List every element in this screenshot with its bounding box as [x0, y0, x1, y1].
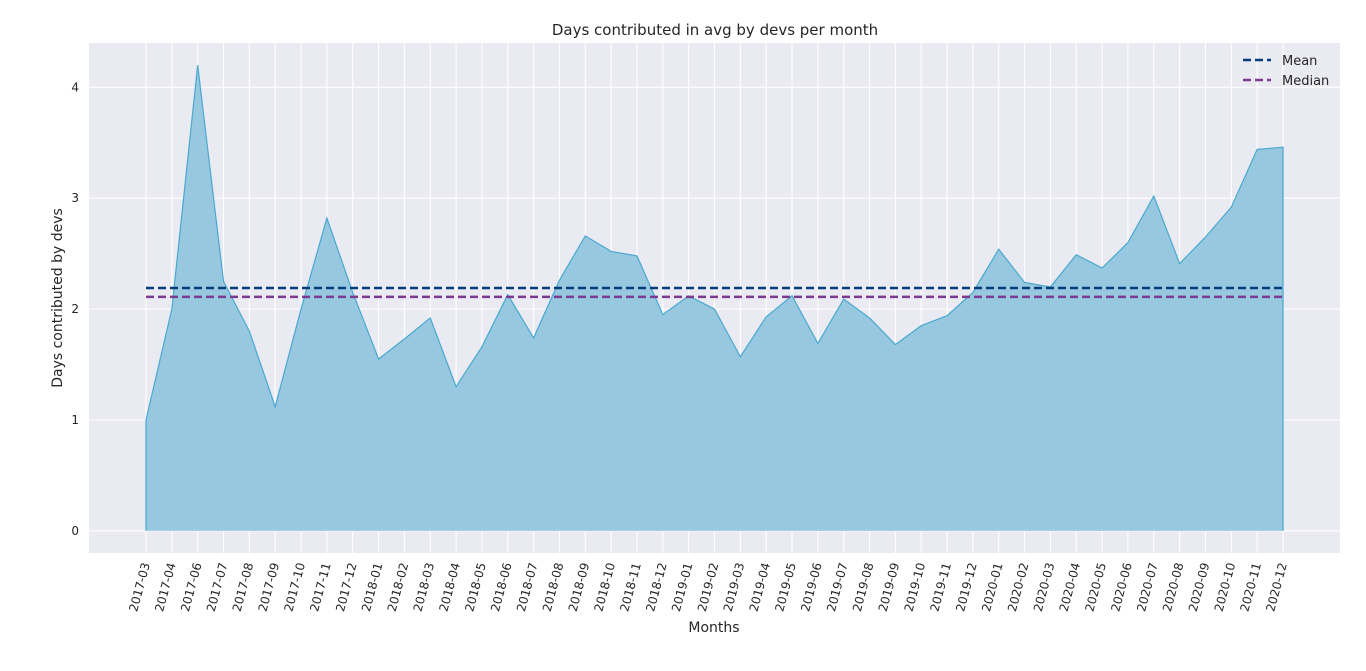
x-tick-label: 2018-11 — [617, 561, 644, 613]
y-tick-label: 0 — [71, 524, 79, 538]
x-tick-label: 2018-05 — [462, 561, 489, 613]
legend: Mean Median — [1243, 54, 1329, 89]
y-tick-label: 2 — [71, 302, 79, 316]
y-tick-label: 3 — [71, 191, 79, 205]
x-tick-label: 2020-08 — [1160, 561, 1187, 613]
x-tick-label: 2020-09 — [1186, 561, 1213, 613]
chart-title: Days contributed in avg by devs per mont… — [552, 21, 878, 39]
x-axis-label: Months — [688, 620, 739, 636]
x-tick-label: 2019-09 — [876, 561, 903, 613]
legend-label-mean: Mean — [1282, 54, 1317, 69]
y-ticks: 0 1 2 3 4 — [71, 80, 79, 537]
x-tick-label: 2020-03 — [1031, 561, 1058, 613]
x-tick-label: 2020-05 — [1083, 561, 1110, 613]
x-tick-label: 2018-08 — [540, 561, 567, 613]
y-axis-label: Days contributed by devs — [50, 208, 66, 388]
x-tick-label: 2019-03 — [721, 561, 748, 613]
x-tick-label: 2020-06 — [1108, 561, 1135, 613]
area-fill — [146, 65, 1283, 531]
x-tick-label: 2019-07 — [824, 561, 851, 613]
x-tick-label: 2020-07 — [1134, 561, 1161, 613]
x-tick-label: 2019-11 — [927, 561, 954, 613]
x-tick-label: 2020-11 — [1238, 561, 1265, 613]
x-tick-label: 2018-06 — [488, 561, 515, 613]
reference-lines — [146, 286, 1283, 299]
y-tick-label: 4 — [71, 80, 79, 94]
x-tick-label: 2018-07 — [514, 561, 541, 613]
x-tick-label: 2019-02 — [695, 561, 722, 613]
x-tick-label: 2017-08 — [230, 561, 257, 613]
x-tick-label: 2018-02 — [385, 561, 412, 613]
x-tick-label: 2017-07 — [204, 561, 231, 613]
x-tick-label: 2018-10 — [592, 561, 619, 613]
x-tick-label: 2017-10 — [281, 561, 308, 613]
x-tick-label: 2020-12 — [1263, 561, 1290, 613]
area-series — [145, 65, 1284, 531]
y-tick-label: 1 — [71, 413, 79, 427]
x-tick-label: 2017-03 — [126, 561, 153, 613]
x-tick-label: 2020-10 — [1212, 561, 1239, 613]
x-tick-label: 2017-09 — [256, 561, 283, 613]
x-tick-label: 2019-05 — [772, 561, 799, 613]
x-tick-label: 2019-12 — [953, 561, 980, 613]
x-tick-label: 2017-06 — [178, 561, 205, 613]
x-tick-label: 2019-01 — [669, 561, 696, 613]
x-tick-label: 2018-03 — [411, 561, 438, 613]
x-tick-label: 2017-12 — [333, 561, 360, 613]
x-tick-label: 2019-06 — [798, 561, 825, 613]
x-tick-label: 2018-01 — [359, 561, 386, 613]
x-tick-label: 2019-10 — [902, 561, 929, 613]
area-line — [145, 65, 1284, 531]
x-tick-label: 2019-04 — [747, 561, 774, 613]
x-tick-label: 2017-04 — [152, 561, 179, 613]
x-ticks: 2017-03 2017-04 2017-06 2017-07 2017-08 2017-… — [126, 561, 1290, 613]
legend-label-median: Median — [1282, 74, 1329, 89]
x-tick-label: 2020-02 — [1005, 561, 1032, 613]
x-tick-label: 2020-01 — [979, 561, 1006, 613]
x-tick-label: 2019-08 — [850, 561, 877, 613]
x-tick-label: 2018-04 — [436, 561, 463, 613]
x-tick-label: 2017-11 — [307, 561, 334, 613]
x-tick-label: 2018-12 — [643, 561, 670, 613]
x-tick-label: 2018-09 — [566, 561, 593, 613]
x-tick-label: 2020-04 — [1057, 561, 1084, 613]
